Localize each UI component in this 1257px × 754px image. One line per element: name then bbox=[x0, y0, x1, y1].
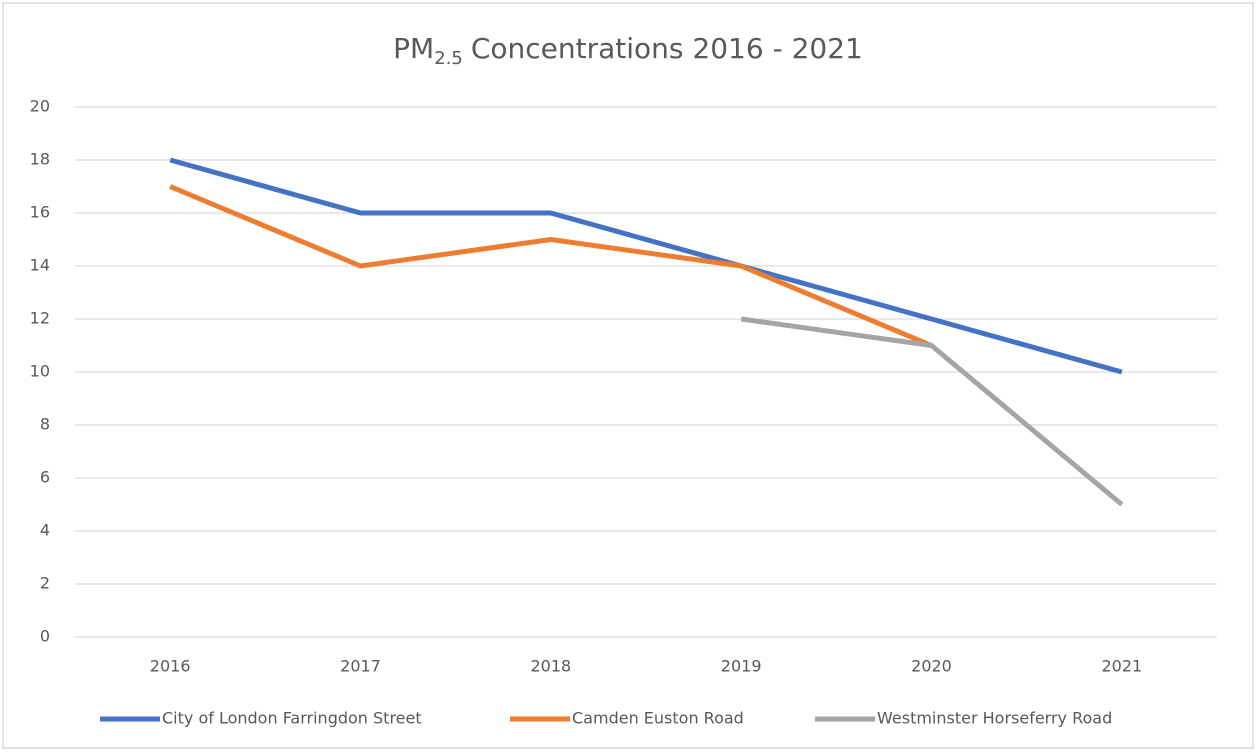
x-tick-label: 2017 bbox=[340, 657, 381, 676]
y-tick-label: 4 bbox=[40, 521, 50, 540]
y-tick-label: 2 bbox=[40, 574, 50, 593]
series-line bbox=[169, 157, 1123, 375]
title-rest: Concentrations 2016 - 2021 bbox=[471, 32, 863, 65]
x-tick-label: 2020 bbox=[911, 657, 952, 676]
x-tick-label: 2016 bbox=[150, 657, 191, 676]
y-tick-label: 6 bbox=[40, 468, 50, 487]
legend-label: Camden Euston Road bbox=[572, 709, 744, 728]
series-line bbox=[740, 316, 1124, 507]
y-tick-label: 0 bbox=[40, 627, 50, 646]
y-tick-label: 20 bbox=[30, 97, 50, 116]
chart-title: PM2.5 Concentrations 2016 - 2021 bbox=[393, 32, 863, 69]
legend-label: City of London Farringdon Street bbox=[162, 709, 422, 728]
legend-label: Westminster Horseferry Road bbox=[877, 709, 1112, 728]
title-main: PM bbox=[393, 32, 434, 65]
x-tick-label: 2018 bbox=[530, 657, 571, 676]
y-tick-label: 18 bbox=[30, 150, 50, 169]
title-subscript: 2.5 bbox=[434, 48, 463, 69]
x-tick-label: 2021 bbox=[1101, 657, 1142, 676]
x-tick-label: 2019 bbox=[721, 657, 762, 676]
series-line bbox=[169, 184, 933, 348]
y-tick-label: 16 bbox=[30, 203, 50, 222]
y-tick-label: 12 bbox=[30, 309, 50, 328]
y-tick-label: 10 bbox=[30, 362, 50, 381]
y-tick-label: 8 bbox=[40, 415, 50, 434]
y-tick-label: 14 bbox=[30, 256, 50, 275]
